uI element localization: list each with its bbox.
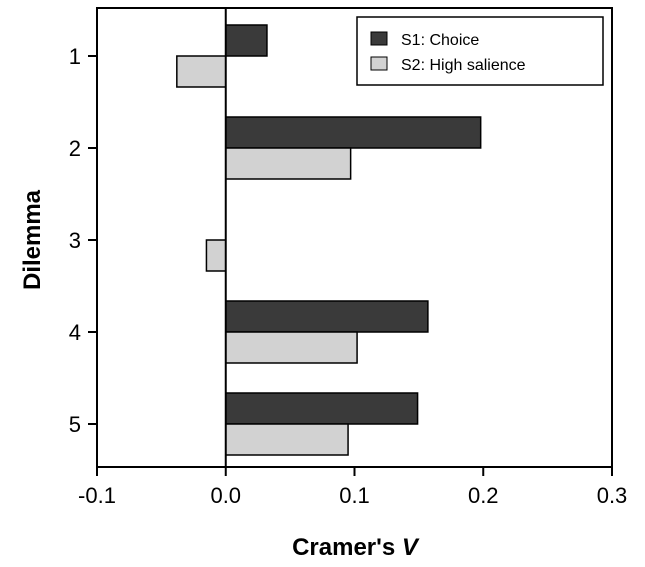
bar-dilemma-2-s2 xyxy=(225,147,352,180)
legend-swatch-s2 xyxy=(370,56,388,71)
bar-dilemma-4-s2 xyxy=(225,331,358,364)
x-axis-title: Cramer's V xyxy=(292,534,420,561)
bars-group xyxy=(176,24,482,456)
x-tick-label: 0.3 xyxy=(597,483,628,508)
x-tick-label: 0.1 xyxy=(339,483,370,508)
y-tick-label: 3 xyxy=(69,228,81,253)
bar-dilemma-5-s1 xyxy=(225,392,419,425)
legend-label-s1: S1: Choice xyxy=(401,32,479,49)
y-tick-label: 5 xyxy=(69,412,81,437)
bar-dilemma-4-s1 xyxy=(225,300,429,333)
bar-dilemma-1-s1 xyxy=(225,24,268,57)
legend-box xyxy=(356,16,604,86)
legend-label-s2: S2: High salience xyxy=(401,57,526,74)
x-tick-label: 0.2 xyxy=(468,483,499,508)
x-axis-title-main: Cramer's xyxy=(292,534,402,561)
y-tick-label: 2 xyxy=(69,136,81,161)
x-axis-title-italic: V xyxy=(402,534,420,561)
y-tick-label: 4 xyxy=(69,320,81,345)
x-tick-label: -0.1 xyxy=(78,483,116,508)
bar-dilemma-1-s2 xyxy=(176,55,227,88)
y-axis-title: Dilemma xyxy=(19,189,46,290)
y-tick-label: 1 xyxy=(69,44,81,69)
bar-dilemma-5-s2 xyxy=(225,423,349,456)
bar-dilemma-3-s2 xyxy=(205,239,227,272)
legend: S1: Choice S2: High salience xyxy=(356,16,604,86)
x-tick-label: 0.0 xyxy=(210,483,241,508)
x-ticks: -0.1 0.0 0.1 0.2 0.3 xyxy=(78,467,627,508)
y-ticks: 1 2 3 4 5 xyxy=(69,44,97,437)
legend-swatch-s1 xyxy=(370,31,388,46)
bar-dilemma-2-s1 xyxy=(225,116,482,149)
